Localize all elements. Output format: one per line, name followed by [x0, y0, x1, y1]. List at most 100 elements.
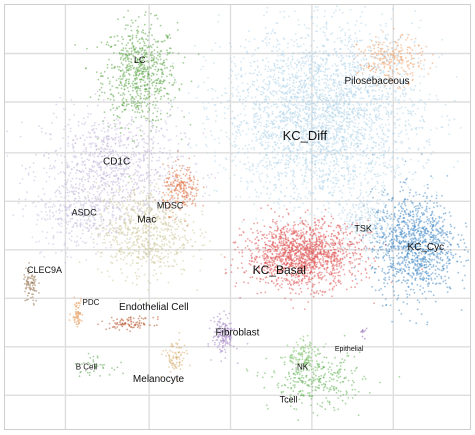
point: [86, 223, 89, 226]
point: [392, 50, 395, 53]
point: [379, 59, 381, 62]
point: [343, 177, 346, 180]
point: [146, 103, 149, 106]
point: [202, 195, 204, 198]
point: [114, 164, 117, 167]
point: [388, 146, 391, 149]
point: [221, 350, 224, 352]
point: [169, 65, 172, 68]
point: [381, 47, 384, 50]
point: [131, 64, 134, 67]
point: [128, 219, 130, 221]
point: [392, 111, 394, 114]
point: [98, 224, 101, 227]
point: [137, 201, 140, 204]
point: [100, 141, 103, 143]
point: [36, 219, 39, 221]
point: [99, 234, 101, 237]
point: [83, 209, 85, 212]
point: [384, 34, 387, 37]
point: [118, 225, 121, 227]
point: [157, 208, 159, 211]
point: [305, 27, 308, 29]
point: [69, 130, 72, 133]
point: [130, 156, 132, 159]
point: [191, 203, 193, 205]
point: [335, 142, 337, 145]
point: [146, 206, 149, 209]
point: [41, 199, 44, 202]
point: [185, 187, 188, 190]
point: [138, 151, 141, 154]
point: [159, 261, 162, 263]
point: [110, 93, 113, 96]
point: [114, 255, 116, 258]
point: [119, 94, 122, 96]
point: [67, 178, 69, 181]
point: [138, 51, 141, 54]
point: [369, 69, 372, 72]
point: [173, 368, 176, 370]
point: [70, 168, 73, 171]
point: [285, 187, 288, 189]
point: [214, 177, 217, 179]
point: [142, 29, 145, 32]
point: [302, 156, 304, 159]
point: [107, 155, 110, 158]
point: [299, 197, 302, 200]
point: [366, 144, 369, 147]
point: [176, 248, 179, 251]
point: [381, 139, 384, 142]
point: [145, 105, 148, 107]
point: [148, 92, 151, 95]
point: [104, 178, 106, 181]
point: [154, 199, 157, 201]
point: [215, 190, 218, 193]
point: [147, 235, 150, 237]
point: [277, 43, 279, 46]
point: [114, 150, 117, 153]
point: [155, 61, 158, 63]
point: [73, 199, 76, 202]
point: [171, 219, 174, 222]
point: [145, 96, 148, 99]
point: [52, 243, 55, 246]
point: [100, 129, 103, 132]
point: [32, 286, 35, 289]
point: [112, 180, 115, 183]
point: [174, 351, 177, 354]
point: [70, 230, 73, 233]
point: [99, 216, 102, 219]
point: [153, 152, 156, 155]
point: [92, 194, 95, 196]
point: [45, 151, 48, 154]
point: [173, 221, 176, 224]
point: [66, 255, 69, 258]
point: [108, 80, 111, 83]
point: [305, 94, 308, 96]
point: [169, 349, 172, 352]
point: [38, 282, 40, 284]
point: [73, 203, 76, 205]
point: [144, 32, 147, 35]
point: [142, 174, 145, 176]
point: [122, 167, 124, 170]
point: [335, 82, 337, 84]
point: [142, 32, 145, 34]
point: [229, 340, 232, 342]
point: [69, 218, 72, 220]
point: [138, 73, 141, 76]
point: [162, 81, 165, 83]
point: [120, 246, 123, 249]
point: [122, 319, 125, 322]
point: [83, 163, 86, 166]
point: [365, 191, 368, 194]
point: [263, 107, 266, 110]
point: [321, 95, 323, 97]
point: [309, 63, 312, 66]
point: [151, 156, 154, 159]
point: [392, 55, 395, 58]
point: [364, 137, 366, 140]
point: [246, 148, 249, 150]
point: [92, 205, 95, 208]
